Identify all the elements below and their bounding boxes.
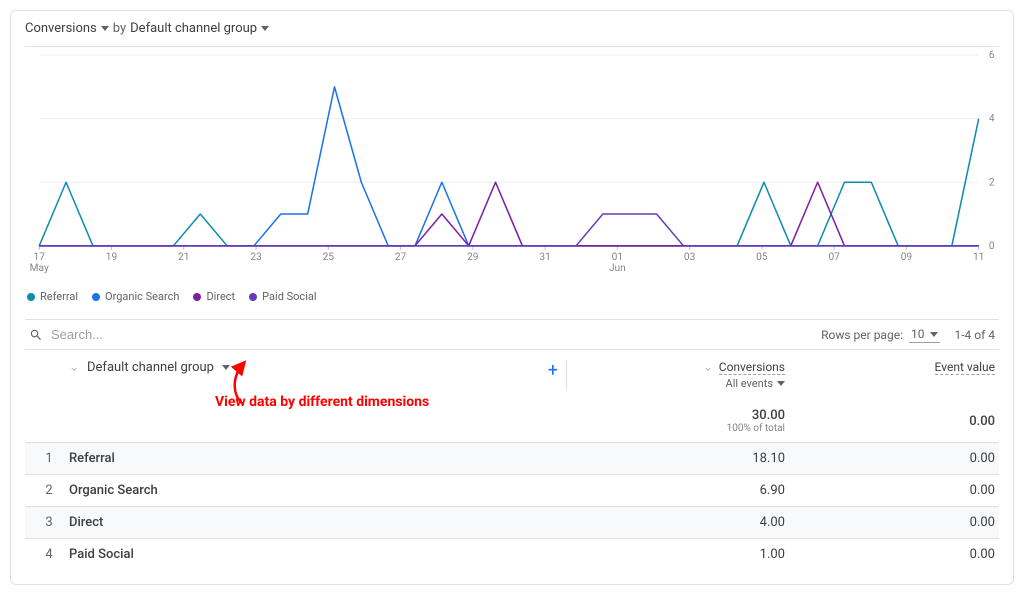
by-word: by: [113, 21, 126, 36]
legend-label: Direct: [206, 290, 235, 303]
svg-text:09: 09: [901, 252, 913, 263]
report-panel: Conversions by Default channel group 0 2 4…: [10, 10, 1014, 585]
totals-conversions: 30.00: [575, 408, 785, 423]
metric-dropdown-label: Conversions: [25, 21, 97, 36]
svg-text:25: 25: [323, 252, 335, 263]
row-eventvalue: 0.00: [785, 483, 995, 498]
svg-text:11: 11: [973, 252, 984, 263]
conversions-column-header[interactable]: Conversions: [719, 360, 785, 375]
row-eventvalue: 0.00: [785, 515, 995, 530]
legend-swatch: [249, 293, 257, 301]
legend-swatch: [193, 293, 201, 301]
row-conversions: 6.90: [575, 483, 785, 498]
svg-text:4: 4: [989, 114, 995, 125]
svg-text:31: 31: [539, 252, 550, 263]
totals-row: 30.00 100% of total 0.00: [25, 400, 999, 442]
totals-conversions-sub: 100% of total: [575, 423, 785, 434]
row-conversions: 1.00: [575, 547, 785, 562]
svg-text:05: 05: [756, 252, 768, 263]
legend-item[interactable]: Direct: [193, 290, 235, 303]
svg-text:2: 2: [989, 177, 995, 188]
chart-legend: Referral Organic Search Direct Paid Social: [27, 290, 999, 303]
row-index: 4: [29, 547, 69, 562]
search-icon: [29, 328, 43, 342]
table-toolbar: Rows per page: 10 1-4 of 4: [25, 319, 999, 350]
rows-per-page: Rows per page: 10: [821, 326, 940, 343]
row-index: 3: [29, 515, 69, 530]
legend-swatch: [92, 293, 100, 301]
svg-text:21: 21: [178, 252, 189, 263]
chart-area: 0 2 4 6 17May 19 21 23 25 27 29 31 01Jun 03 05 07 09 11: [25, 46, 999, 282]
svg-text:May: May: [30, 263, 49, 274]
svg-text:07: 07: [828, 252, 840, 263]
header-row: Conversions by Default channel group: [25, 21, 999, 36]
row-dimension: Paid Social: [69, 547, 518, 562]
svg-text:03: 03: [684, 252, 696, 263]
pagination-range: 1-4 of 4: [954, 328, 995, 342]
dimension-dropdown-label: Default channel group: [130, 21, 257, 36]
search-input[interactable]: [51, 327, 821, 342]
table-row[interactable]: 1Referral 18.100.00: [25, 442, 999, 474]
svg-text:19: 19: [106, 252, 118, 263]
legend-item[interactable]: Referral: [27, 290, 78, 303]
table-body: 1Referral18.100.002Organic Search6.900.0…: [25, 442, 999, 570]
conversions-sub-label: All events: [726, 377, 773, 390]
rows-per-page-label: Rows per page:: [821, 328, 903, 342]
svg-text:17: 17: [34, 252, 46, 263]
svg-text:29: 29: [467, 252, 479, 263]
legend-label: Organic Search: [105, 290, 179, 303]
row-conversions: 18.10: [575, 451, 785, 466]
row-eventvalue: 0.00: [785, 547, 995, 562]
line-chart: 0 2 4 6 17May 19 21 23 25 27 29 31 01Jun 03 05 07 09 11: [25, 49, 999, 282]
chevron-down-icon: [101, 26, 109, 31]
dimension-dropdown[interactable]: Default channel group: [130, 21, 269, 36]
row-eventvalue: 0.00: [785, 451, 995, 466]
dimension-column-header[interactable]: Default channel group: [87, 360, 230, 375]
eventvalue-column-header[interactable]: Event value: [935, 360, 995, 375]
arrow-down-icon: [703, 363, 713, 373]
svg-text:01: 01: [612, 252, 623, 263]
chevron-down-icon: [222, 365, 230, 370]
metric-dropdown[interactable]: Conversions: [25, 21, 109, 36]
row-index: 1: [29, 451, 69, 466]
chevron-down-icon: [930, 332, 938, 337]
svg-text:27: 27: [395, 252, 407, 263]
add-dimension-button[interactable]: +: [518, 360, 558, 381]
svg-text:6: 6: [989, 50, 995, 61]
table-row[interactable]: 4Paid Social 1.000.00: [25, 538, 999, 570]
table-header-row: Default channel group + Conversions All …: [25, 350, 999, 400]
dimension-column-label: Default channel group: [87, 360, 214, 375]
legend-swatch: [27, 293, 35, 301]
totals-eventvalue: 0.00: [785, 414, 995, 429]
row-conversions: 4.00: [575, 515, 785, 530]
legend-item[interactable]: Organic Search: [92, 290, 179, 303]
row-dimension: Direct: [69, 515, 518, 530]
arrow-down-icon: [69, 363, 79, 373]
row-dimension: Referral: [69, 451, 518, 466]
row-index: 2: [29, 483, 69, 498]
legend-label: Paid Social: [262, 290, 316, 303]
table-row[interactable]: 3Direct 4.000.00: [25, 506, 999, 538]
chevron-down-icon: [261, 26, 269, 31]
row-dimension: Organic Search: [69, 483, 518, 498]
svg-text:23: 23: [250, 252, 262, 263]
vertical-divider: [566, 360, 567, 390]
chevron-down-icon: [777, 381, 785, 386]
legend-label: Referral: [40, 290, 78, 303]
svg-text:Jun: Jun: [609, 263, 626, 274]
legend-item[interactable]: Paid Social: [249, 290, 316, 303]
rows-per-page-select[interactable]: 10: [909, 326, 941, 343]
rows-per-page-value: 10: [911, 327, 925, 341]
svg-text:0: 0: [989, 241, 995, 252]
conversions-subselect[interactable]: All events: [575, 377, 785, 390]
table-row[interactable]: 2Organic Search 6.900.00: [25, 474, 999, 506]
